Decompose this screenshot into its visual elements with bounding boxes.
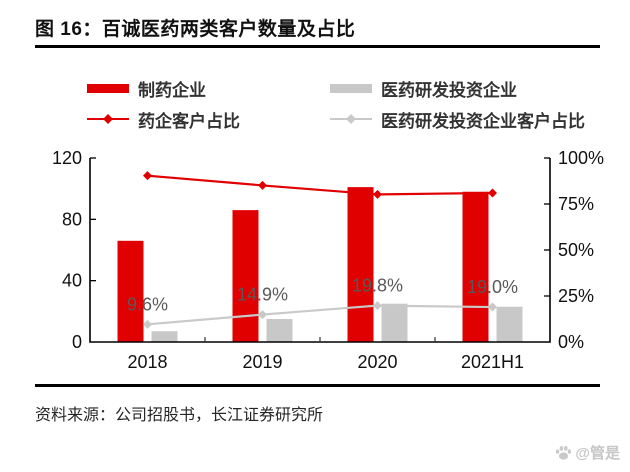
right-axis-tick-label: 75% — [558, 194, 594, 214]
legend-item-rnd-customer-ratio: 医药研发投资企业客户占比 — [330, 109, 585, 131]
right-axis-tick-label: 50% — [558, 240, 594, 260]
legend-item-pharma-customer-ratio: 药企客户占比 — [87, 109, 240, 131]
legend-label-pharma-companies: 制药企业 — [138, 80, 206, 100]
legend-item-rnd-investment-companies: 医药研发投资企业 — [330, 78, 517, 100]
left-axis-tick-label: 120 — [52, 148, 82, 168]
red-line-swatch — [87, 114, 129, 124]
x-axis-category-label: 2018 — [127, 352, 167, 372]
gray-line-swatch — [330, 114, 372, 124]
figure-title: 图 16：百诚医药两类客户数量及占比 — [35, 19, 356, 40]
bar-series0-2021H1 — [462, 191, 489, 342]
watermark-text: @管是 — [575, 445, 620, 462]
watermark: @管是 — [555, 442, 620, 463]
paw-icon — [556, 445, 572, 460]
red-bar-swatch — [87, 83, 129, 93]
data-label: 14.9% — [237, 285, 288, 305]
x-axis-category-label: 2019 — [242, 352, 282, 372]
data-label: 19.0% — [467, 277, 518, 297]
gray-diamond-marker-icon — [346, 114, 356, 124]
diamond-marker-icon — [258, 310, 267, 320]
legend-label-rnd-customer-ratio: 医药研发投资企业客户占比 — [381, 111, 585, 131]
source-note: 资料来源：公司招股书，长江证券研究所 — [35, 407, 324, 424]
line-series1 — [147, 304, 493, 326]
data-label: 9.6% — [127, 294, 168, 314]
bar-series1-2020 — [381, 303, 408, 342]
diamond-marker-icon — [143, 319, 152, 329]
bar-series1-2019 — [266, 319, 293, 342]
bar-series0-2020 — [347, 187, 374, 342]
left-axis-tick-label: 0 — [72, 332, 82, 352]
legend-label-pharma-customer-ratio: 药企客户占比 — [138, 111, 240, 131]
line-series0 — [147, 174, 493, 196]
diamond-marker-icon — [373, 301, 382, 311]
x-axis-category-label: 2021H1 — [461, 352, 524, 372]
bar-series0-2019 — [232, 210, 259, 342]
bar-series1-2021H1 — [496, 306, 523, 342]
legend-label-rnd-investment-companies: 医药研发投资企业 — [381, 80, 517, 100]
data-label: 19.8% — [352, 276, 403, 296]
right-axis-tick-label: 25% — [558, 286, 594, 306]
title-rule — [35, 45, 600, 48]
diamond-marker-icon — [488, 302, 497, 312]
diamond-marker-icon — [488, 188, 497, 198]
bar-series1-2018 — [151, 331, 178, 342]
x-axis-category-label: 2020 — [357, 352, 397, 372]
combo-chart: 0 40 80 120 0% 25% 50% 75% 100% 2018 2019 2020 2021H… — [52, 148, 604, 372]
right-axis-tick-label: 100% — [558, 148, 604, 168]
gray-bar-swatch — [330, 83, 372, 93]
bar-series0-2018 — [117, 240, 144, 342]
diamond-marker-icon — [143, 171, 152, 181]
left-axis-tick-label: 80 — [62, 209, 82, 229]
diamond-marker-icon — [373, 189, 382, 199]
red-diamond-marker-icon — [103, 114, 113, 124]
right-axis-tick-label: 0% — [558, 332, 584, 352]
left-axis-tick-label: 40 — [62, 271, 82, 291]
legend-item-pharma-companies: 制药企业 — [87, 78, 206, 100]
footer-rule — [35, 384, 600, 387]
diamond-marker-icon — [258, 180, 267, 190]
